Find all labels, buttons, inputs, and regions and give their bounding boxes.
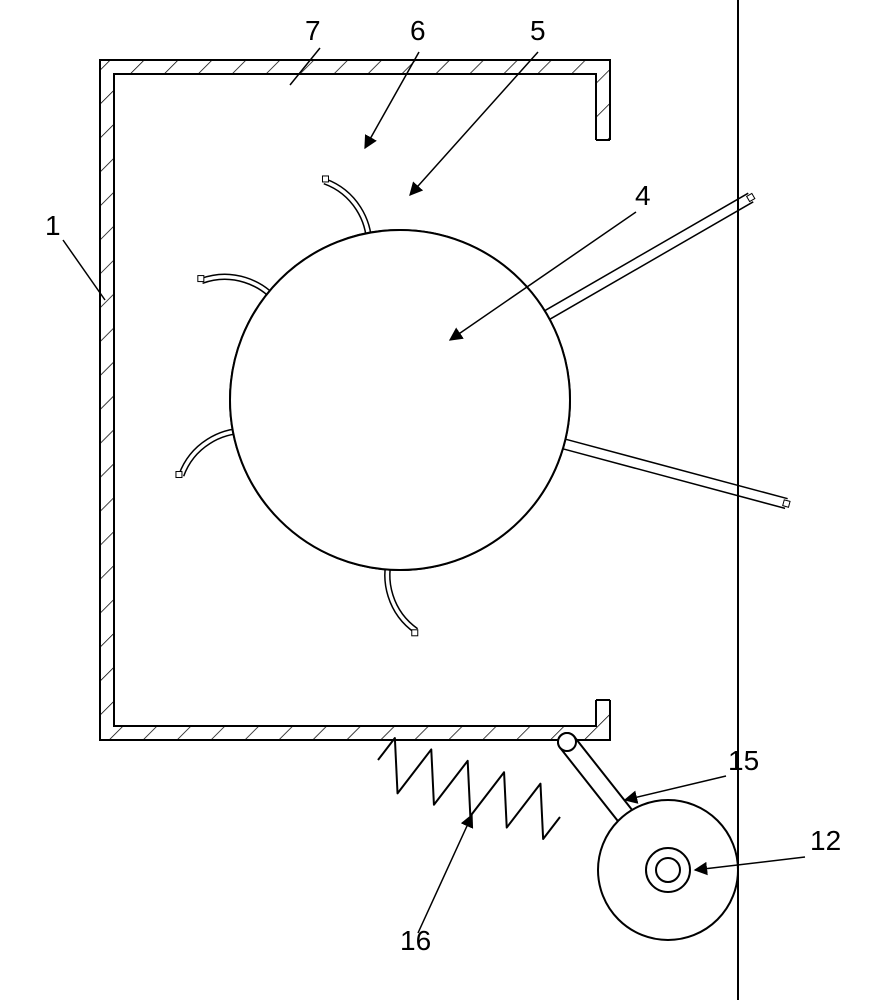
straight-arm-tip-0 [783,500,790,507]
leader-line [625,776,726,800]
flex-arm-tip-0 [412,630,418,636]
spring [370,735,568,842]
straight-arm-tip-1 [747,193,755,201]
label-5: 5 [530,15,546,46]
rotor-circle-top [230,230,570,570]
flex-arm-tip-3 [322,176,328,182]
straight-arm-0 [563,439,790,508]
label-16: 16 [400,925,431,956]
wheel-hub-inner [656,858,680,882]
label-4: 4 [635,180,651,211]
leader-line [63,240,105,300]
label-7: 7 [305,15,321,46]
flex-arm-tip-1 [176,472,182,478]
leader-line [418,815,472,933]
flex-arm-tip-2 [198,276,204,282]
label-1: 1 [45,210,61,241]
straight-arm-1 [545,193,755,319]
label-6: 6 [410,15,426,46]
diagram-svg: 1 4 5 6 7 12 15 16 [0,0,876,1000]
label-15: 15 [728,745,759,776]
hinge-pin-top [558,733,576,751]
label-12: 12 [810,825,841,856]
